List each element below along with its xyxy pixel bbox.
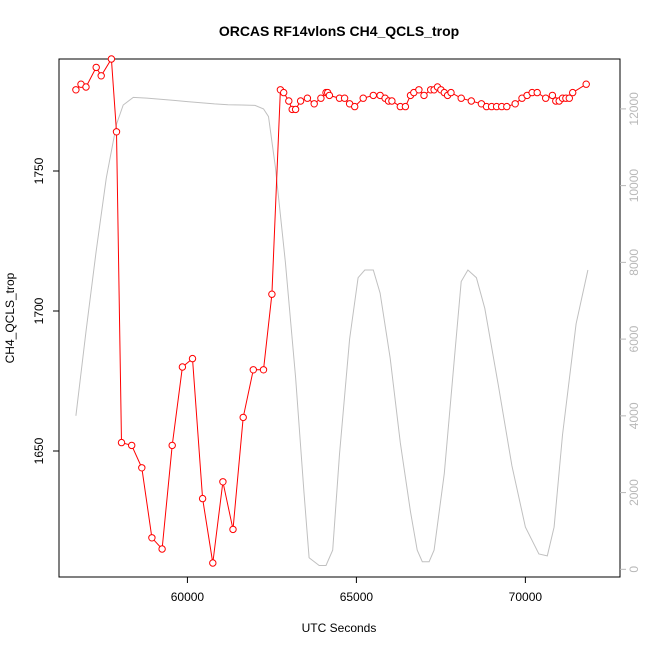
plot-area-frame bbox=[58, 58, 621, 578]
data-point bbox=[291, 105, 300, 114]
data-point bbox=[268, 290, 276, 298]
x-axis-label: UTC Seconds bbox=[302, 621, 377, 635]
data-point bbox=[303, 94, 312, 102]
data-point bbox=[188, 354, 197, 363]
y2-tick-label: 0 bbox=[627, 566, 641, 573]
y-axis: 1650 1700 1750 bbox=[32, 157, 59, 464]
x-axis: 60000 65000 70000 bbox=[171, 577, 543, 604]
y2-tick-label: 10000 bbox=[627, 169, 641, 203]
data-point bbox=[340, 94, 349, 102]
data-point bbox=[415, 86, 423, 94]
data-point bbox=[388, 97, 396, 105]
data-point bbox=[503, 102, 511, 111]
y-tick-label: 1750 bbox=[32, 157, 46, 184]
y-tick-label: 1700 bbox=[32, 297, 46, 324]
data-point bbox=[533, 88, 541, 97]
data-point bbox=[239, 413, 247, 422]
primary-series bbox=[72, 55, 590, 567]
data-point bbox=[148, 534, 156, 542]
data-point bbox=[351, 102, 359, 111]
data-point bbox=[420, 91, 428, 100]
y2-tick-label: 6000 bbox=[627, 325, 641, 352]
data-point bbox=[249, 366, 258, 374]
data-point bbox=[310, 100, 318, 108]
primary-series-line bbox=[75, 57, 587, 564]
data-point bbox=[82, 83, 90, 91]
data-point bbox=[565, 94, 573, 102]
data-point bbox=[138, 464, 146, 472]
data-point bbox=[112, 128, 121, 136]
data-point bbox=[542, 94, 550, 102]
x-tick-label: 60000 bbox=[171, 590, 205, 604]
data-point bbox=[92, 63, 100, 72]
data-point bbox=[259, 366, 268, 374]
data-point bbox=[325, 91, 334, 100]
secondary-series bbox=[75, 96, 589, 566]
data-point bbox=[457, 94, 465, 102]
y2-tick-label: 12000 bbox=[627, 92, 641, 126]
secondary-series-line bbox=[75, 96, 589, 566]
data-point bbox=[467, 97, 475, 105]
y-tick-label: 1650 bbox=[32, 437, 46, 464]
data-point bbox=[285, 97, 293, 105]
data-point bbox=[178, 363, 187, 371]
y2-tick-label: 8000 bbox=[627, 249, 641, 276]
data-point bbox=[447, 88, 455, 97]
data-point bbox=[97, 72, 105, 80]
x-tick-label: 65000 bbox=[340, 590, 374, 604]
x-tick-label: 70000 bbox=[509, 590, 543, 604]
data-point bbox=[582, 80, 590, 88]
data-point bbox=[72, 86, 80, 94]
chart-title: ORCAS RF14vlonS CH4_QCLS_trop bbox=[219, 23, 459, 39]
data-point bbox=[511, 100, 519, 108]
data-point bbox=[219, 478, 227, 486]
data-point bbox=[317, 94, 325, 102]
data-point bbox=[168, 441, 176, 450]
y-axis-label: CH4_QCLS_trop bbox=[3, 272, 17, 363]
data-point bbox=[548, 91, 557, 100]
y2-tick-label: 4000 bbox=[627, 402, 641, 429]
y2-tick-label: 2000 bbox=[627, 479, 641, 506]
data-point bbox=[128, 441, 136, 450]
data-point bbox=[209, 559, 217, 567]
data-point bbox=[401, 102, 410, 111]
data-point bbox=[569, 88, 577, 97]
data-point bbox=[158, 545, 166, 553]
data-point bbox=[296, 97, 305, 105]
data-point bbox=[369, 91, 377, 100]
data-point bbox=[280, 88, 288, 97]
data-point bbox=[117, 438, 126, 447]
data-point bbox=[107, 55, 116, 63]
data-point bbox=[359, 94, 367, 102]
secondary-y-axis: 0 2000 4000 6000 8000 10000 12000 bbox=[620, 92, 641, 573]
data-point bbox=[198, 494, 207, 503]
data-point bbox=[229, 525, 237, 534]
